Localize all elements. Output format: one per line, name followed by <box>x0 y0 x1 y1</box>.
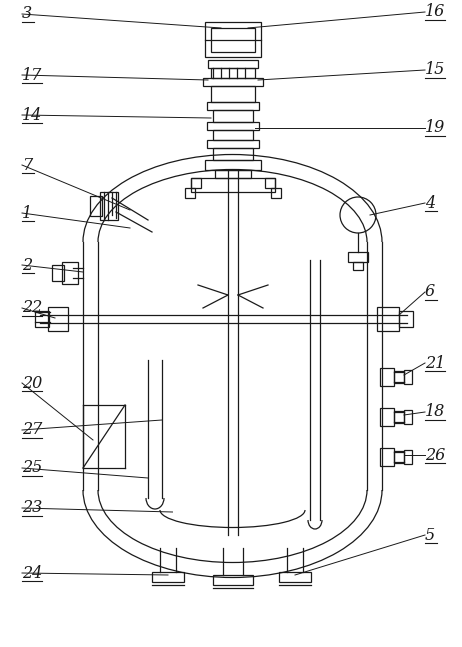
Bar <box>62 262 78 284</box>
Text: 4: 4 <box>425 195 435 212</box>
Bar <box>191 178 275 192</box>
Bar <box>404 410 412 424</box>
Bar <box>353 262 363 270</box>
Bar <box>380 448 394 466</box>
Bar <box>211 86 255 102</box>
Bar <box>265 178 275 188</box>
Bar <box>380 368 394 386</box>
Bar <box>279 572 311 582</box>
Bar <box>191 178 201 188</box>
Text: 25: 25 <box>22 459 42 476</box>
Text: 14: 14 <box>22 107 42 124</box>
Bar <box>35 311 49 327</box>
Bar <box>207 122 259 130</box>
Bar <box>152 572 184 582</box>
Bar <box>404 450 412 464</box>
Bar <box>211 68 255 78</box>
Bar <box>377 307 399 331</box>
Bar <box>213 148 253 160</box>
Text: 21: 21 <box>425 355 445 371</box>
Text: 22: 22 <box>22 300 42 316</box>
Text: 7: 7 <box>22 157 32 173</box>
Text: 16: 16 <box>425 3 445 21</box>
Text: 3: 3 <box>22 6 32 23</box>
Text: 5: 5 <box>425 527 435 543</box>
Bar <box>100 192 118 220</box>
Bar <box>213 575 253 585</box>
Text: 20: 20 <box>22 375 42 391</box>
Bar <box>52 265 64 281</box>
Bar <box>185 188 195 198</box>
Bar <box>90 196 102 216</box>
Text: 15: 15 <box>425 61 445 78</box>
Bar <box>394 451 404 463</box>
Bar <box>207 102 259 110</box>
Bar <box>404 370 412 384</box>
Bar <box>394 411 404 423</box>
Bar <box>205 22 261 57</box>
Bar <box>271 188 281 198</box>
Bar <box>207 140 259 148</box>
Text: 6: 6 <box>425 283 435 300</box>
Text: 26: 26 <box>425 446 445 463</box>
Bar <box>348 252 368 262</box>
Bar <box>399 311 413 327</box>
Bar <box>213 110 253 122</box>
Bar <box>203 78 263 86</box>
Text: 17: 17 <box>22 67 42 83</box>
Bar <box>213 130 253 140</box>
Bar <box>380 408 394 426</box>
Text: 24: 24 <box>22 564 42 582</box>
Text: 19: 19 <box>425 120 445 137</box>
Bar <box>211 28 255 52</box>
Text: 2: 2 <box>22 256 32 274</box>
Bar <box>394 371 404 383</box>
Text: 23: 23 <box>22 499 42 516</box>
Bar <box>48 307 68 331</box>
Bar <box>205 160 261 170</box>
Bar <box>215 170 251 178</box>
Text: 27: 27 <box>22 421 42 439</box>
Bar <box>208 60 258 68</box>
Text: 1: 1 <box>22 204 32 221</box>
Text: 18: 18 <box>425 404 445 421</box>
